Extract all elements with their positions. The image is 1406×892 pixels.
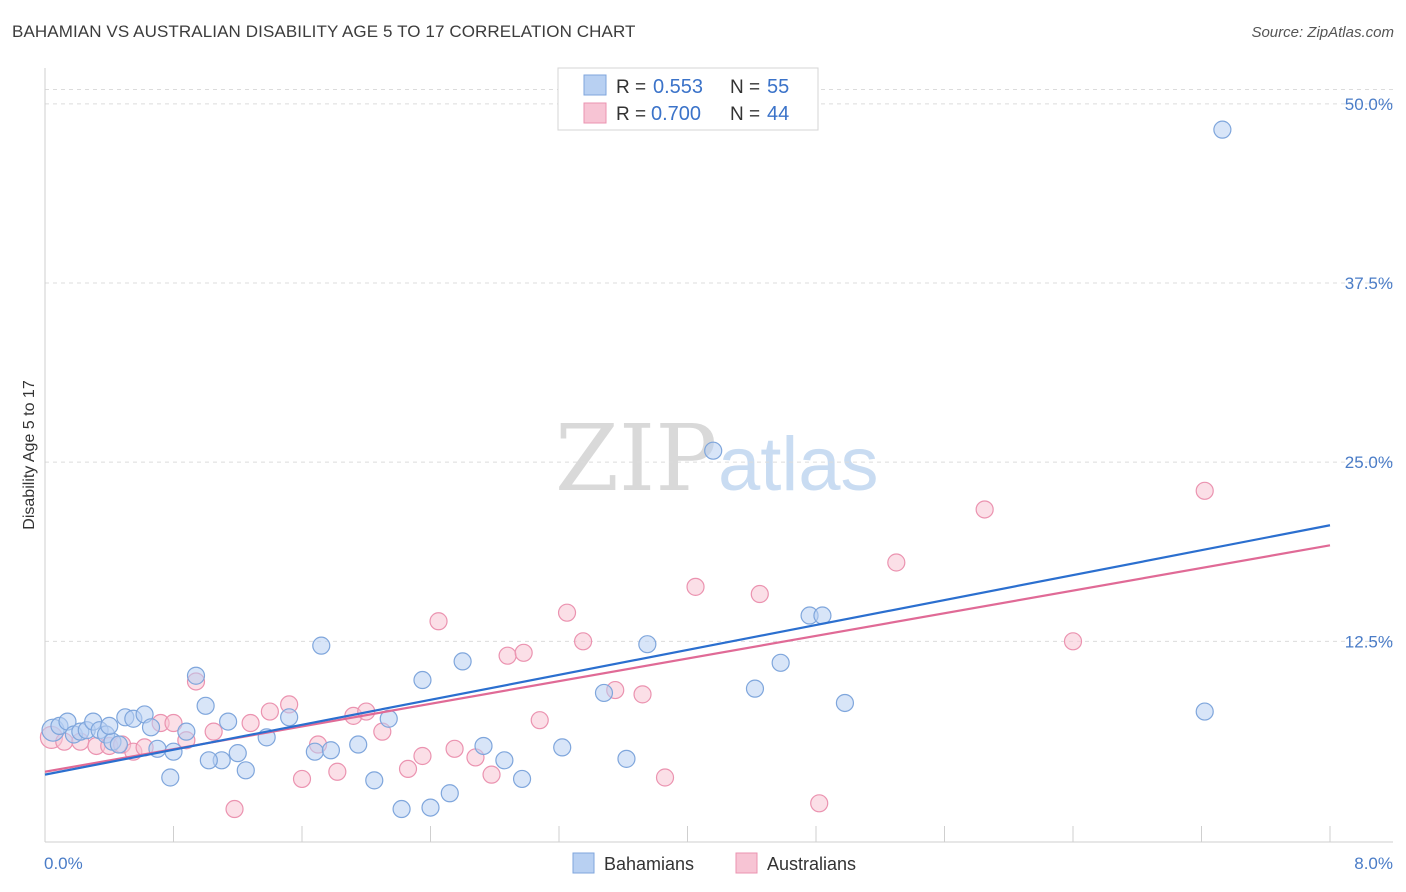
stats-n-label-pink: N = — [730, 104, 760, 125]
bahamians-point — [109, 735, 128, 754]
bahamians-point — [305, 742, 324, 761]
bahamians-point — [771, 653, 790, 672]
bahamians-point — [100, 716, 119, 736]
bahamians-point — [474, 736, 493, 756]
bahamians-point — [553, 738, 572, 757]
australians-point — [686, 577, 705, 596]
bahamians-point — [745, 679, 765, 698]
gridlines — [45, 89, 1393, 642]
bahamians-point — [1213, 120, 1232, 139]
watermark-atlas: atlas — [718, 422, 879, 507]
stats-r-label-blue: R = — [616, 77, 646, 98]
bahamians-point — [177, 722, 196, 741]
australians-point — [328, 762, 347, 781]
bahamians-point — [321, 741, 341, 760]
bahamians-point — [186, 666, 206, 685]
stats-swatch-pink — [583, 102, 607, 124]
australians-point — [164, 713, 183, 733]
australians-point — [633, 685, 652, 704]
bahamians-trend-line — [44, 524, 1331, 776]
x-tick-label-min: 0.0% — [44, 854, 83, 873]
stats-r-label-pink: R = — [616, 104, 646, 125]
australians-point — [573, 632, 593, 651]
bahamians-point — [161, 768, 180, 787]
stats-r-value-pink: 0.700 — [651, 103, 701, 125]
australians-point — [398, 759, 418, 779]
y-axis-title: Disability Age 5 to 17 — [21, 380, 38, 530]
legend-label-bahamians: Bahamians — [604, 854, 694, 874]
series-legend: Bahamians Australians — [572, 852, 856, 874]
australians-point — [445, 739, 464, 758]
source-credit: Source: ZipAtlas.com — [1251, 24, 1394, 41]
australians-point — [557, 603, 577, 622]
australians-point — [292, 769, 312, 789]
chart-title: BAHAMIAN VS AUSTRALIAN DISABILITY AGE 5 … — [12, 22, 636, 41]
x-tick-label-max: 8.0% — [1354, 854, 1393, 873]
bahamians-point — [453, 652, 472, 671]
bahamians-points — [41, 120, 1232, 819]
australians-point — [498, 646, 517, 665]
australians-point — [530, 711, 549, 730]
legend-label-australians: Australians — [767, 854, 856, 874]
trend-lines — [44, 524, 1331, 776]
australians-point — [413, 746, 432, 766]
bahamians-point — [236, 761, 255, 780]
australians-point — [241, 713, 260, 733]
bahamians-point — [835, 693, 855, 713]
bahamians-point — [196, 696, 215, 715]
stats-r-value-blue: 0.553 — [653, 76, 703, 98]
australians-point — [482, 765, 501, 784]
legend-swatch-australians — [735, 852, 758, 874]
australians-point — [887, 553, 906, 572]
australians-point — [514, 643, 533, 662]
australians-point — [975, 500, 994, 519]
australians-point — [429, 612, 448, 631]
bahamians-point — [349, 735, 368, 754]
bahamians-point — [199, 751, 218, 770]
stats-legend: R = 0.553 N = 55 R = 0.700 N = 44 — [557, 67, 819, 131]
bahamians-point — [594, 683, 614, 703]
bahamians-point — [421, 798, 440, 817]
bahamians-point — [228, 744, 247, 763]
y-tick-label: 25.0% — [1345, 453, 1393, 472]
stats-n-value-blue: 55 — [767, 76, 789, 98]
australians-point — [260, 702, 279, 721]
bahamians-point — [392, 799, 411, 819]
australians-point — [750, 584, 769, 604]
australians-point — [225, 799, 244, 819]
bahamians-point — [141, 718, 161, 737]
bahamians-point — [704, 441, 723, 460]
legend-swatch-bahamians — [572, 852, 595, 874]
stats-n-label-blue: N = — [730, 77, 760, 98]
bahamians-point — [312, 636, 331, 655]
bahamians-point — [617, 749, 636, 768]
y-tick-labels: 12.5% 25.0% 37.5% 50.0% — [1345, 95, 1393, 651]
bahamians-point — [1195, 702, 1214, 721]
x-axis-ticks — [173, 826, 1331, 842]
y-tick-label: 50.0% — [1345, 95, 1393, 114]
bahamians-point — [512, 769, 532, 789]
watermark-zip: ZIP — [555, 405, 717, 512]
bahamians-point — [495, 751, 514, 770]
bahamians-point — [413, 670, 432, 690]
bahamians-point — [440, 784, 459, 803]
bahamians-point — [219, 712, 238, 731]
bahamians-point — [638, 635, 657, 654]
bahamians-point — [365, 771, 384, 790]
y-tick-label: 12.5% — [1345, 632, 1393, 651]
y-tick-label: 37.5% — [1345, 274, 1393, 293]
australians-point — [1195, 481, 1214, 500]
stats-n-value-pink: 44 — [767, 103, 789, 125]
bahamians-point — [280, 708, 299, 727]
australians-point — [655, 768, 675, 787]
australians-point — [1063, 632, 1083, 651]
australians-point — [810, 794, 829, 813]
australians-point — [204, 722, 223, 741]
stats-swatch-blue — [583, 74, 607, 96]
